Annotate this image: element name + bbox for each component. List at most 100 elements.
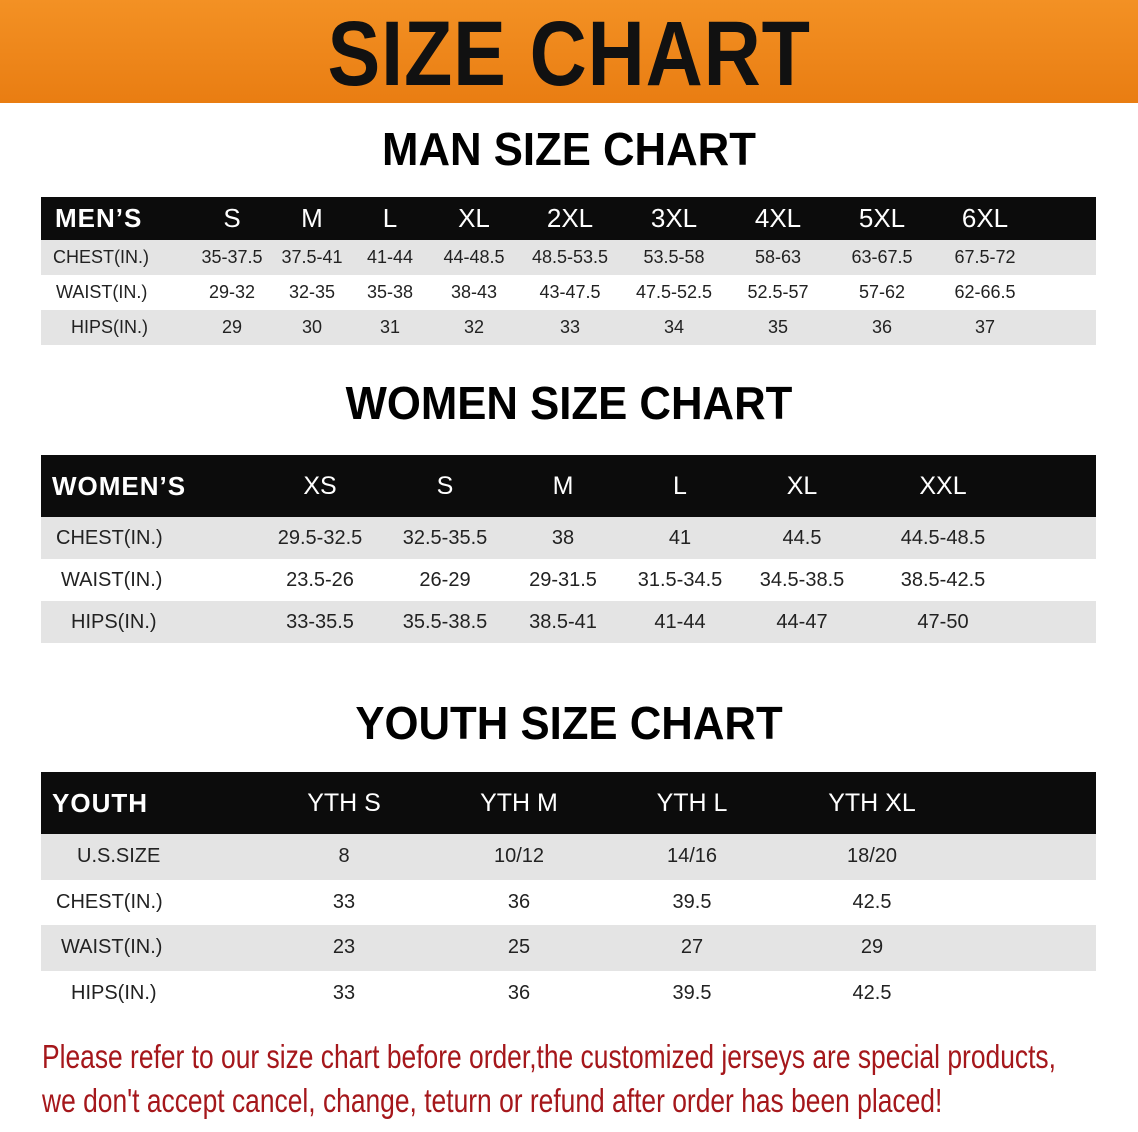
table-cell: 53.5-58	[643, 247, 705, 267]
table-cell: 27	[680, 936, 704, 959]
row-label-cell: CHEST(IN.)	[53, 247, 149, 267]
table-cell: 29	[860, 936, 884, 959]
table-row: WAIST(IN.) 23 25 27 29	[41, 925, 1096, 971]
table-cell: 58-63	[754, 247, 802, 267]
table-row: WAIST(IN.) 29-32 32-35 35-38 38-43 43-47.5 47.…	[41, 275, 1096, 310]
table-cell: 33-35.5	[286, 610, 354, 633]
table-cell: 25	[507, 936, 531, 959]
women-section-title: WOMEN SIZE CHART	[345, 377, 793, 429]
table-cell: 18/20	[846, 845, 898, 868]
table-cell: 38.5-41	[529, 610, 597, 633]
table-row: HIPS(IN.) 29 30 31 32 33 34 35 36 37	[41, 310, 1096, 345]
size-header-cell: YTH S	[307, 788, 381, 817]
table-cell: 47.5-52.5	[635, 282, 713, 302]
notice-line-2: we don't accept cancel, change, teturn o…	[42, 1082, 943, 1119]
table-cell: 35	[767, 317, 789, 337]
table-cell: 42.5	[852, 981, 892, 1004]
table-cell: 44.5	[782, 526, 822, 549]
table-cell: 41-44	[366, 247, 414, 267]
size-header-cell: 6XL	[961, 203, 1009, 233]
table-cell: 63-67.5	[851, 247, 913, 267]
table-cell: 36	[507, 981, 531, 1004]
table-cell: 33	[332, 981, 356, 1004]
table-cell: 37.5-41	[281, 247, 343, 267]
table-cell: 44.5-48.5	[900, 526, 986, 549]
table-cell: 52.5-57	[747, 282, 809, 302]
notice-line-1: Please refer to our size chart before or…	[42, 1038, 1056, 1075]
table-cell: 39.5	[672, 890, 712, 913]
size-header-cell: M	[552, 471, 574, 500]
table-cell: 38	[551, 526, 575, 549]
table-cell: 37	[974, 317, 996, 337]
row-label-cell: U.S.SIZE	[77, 845, 161, 868]
table-title-cell: MEN’S	[55, 203, 143, 233]
table-cell: 38-43	[450, 282, 498, 302]
table-cell: 23	[332, 936, 356, 959]
banner-title: SIZE CHART	[327, 3, 811, 105]
table-cell: 48.5-53.5	[531, 247, 609, 267]
size-header-cell: 2XL	[546, 203, 594, 233]
size-header-cell: XXL	[919, 471, 967, 500]
table-cell: 44-47	[776, 610, 828, 633]
youth-header-row: YOUTH YTH S YTH M YTH L YTH XL	[41, 772, 1096, 834]
table-cell: 36	[507, 890, 531, 913]
table-cell: 31	[379, 317, 401, 337]
table-cell: 34.5-38.5	[759, 568, 845, 591]
table-cell: 62-66.5	[954, 282, 1016, 302]
table-row: CHEST(IN.) 33 36 39.5 42.5	[41, 879, 1096, 925]
men-size-table: MEN’S S M L XL 2XL 3XL 4XL 5XL 6XL CHEST(IN.) 35-37…	[41, 197, 1096, 345]
table-cell: 29-31.5	[529, 568, 597, 591]
row-label-cell: WAIST(IN.)	[61, 568, 163, 591]
size-header-cell: M	[301, 203, 323, 233]
row-label-cell: HIPS(IN.)	[71, 317, 149, 337]
table-cell: 32.5-35.5	[402, 526, 488, 549]
size-header-cell: S	[436, 471, 454, 500]
youth-size-table: YOUTH YTH S YTH M YTH L YTH XL U.S.SIZE 8 10/12…	[41, 772, 1096, 1016]
size-header-cell: 5XL	[858, 203, 906, 233]
table-title-cell: YOUTH	[52, 787, 148, 818]
table-row: HIPS(IN.) 33 36 39.5 42.5	[41, 970, 1096, 1016]
table-cell: 23.5-26	[286, 568, 354, 591]
men-header-row: MEN’S S M L XL 2XL 3XL 4XL 5XL 6XL	[41, 197, 1096, 240]
size-header-cell: S	[223, 203, 241, 233]
table-cell: 8	[338, 845, 350, 868]
size-chart-banner: SIZE CHART	[0, 0, 1138, 105]
size-header-cell: L	[673, 471, 687, 500]
table-cell: 29-32	[208, 282, 256, 302]
women-size-table: WOMEN’S XS S M L XL XXL CHEST(IN.) 29.5-32.5 32.5…	[41, 455, 1096, 643]
table-title-cell: WOMEN’S	[52, 470, 187, 501]
size-header-cell: XL	[786, 471, 818, 500]
table-cell: 32	[463, 317, 485, 337]
table-cell: 57-62	[858, 282, 906, 302]
table-cell: 14/16	[666, 845, 718, 868]
table-cell: 43-47.5	[539, 282, 601, 302]
table-row: CHEST(IN.) 29.5-32.5 32.5-35.5 38 41 44.5 44.5…	[41, 517, 1096, 559]
table-row: CHEST(IN.) 35-37.5 37.5-41 41-44 44-48.5 48.5…	[41, 240, 1096, 275]
size-header-cell: XS	[303, 471, 337, 500]
youth-section-title: YOUTH SIZE CHART	[355, 697, 783, 749]
table-cell: 44-48.5	[443, 247, 505, 267]
size-header-cell: YTH M	[480, 788, 558, 817]
women-header-row: WOMEN’S XS S M L XL XXL	[41, 455, 1096, 517]
table-cell: 34	[663, 317, 685, 337]
row-label-cell: HIPS(IN.)	[71, 610, 157, 633]
table-cell: 35.5-38.5	[402, 610, 488, 633]
row-label-cell: WAIST(IN.)	[61, 936, 163, 959]
row-label-cell: WAIST(IN.)	[56, 282, 148, 302]
size-header-cell: XL	[458, 203, 490, 233]
row-label-cell: HIPS(IN.)	[71, 981, 157, 1004]
table-cell: 33	[332, 890, 356, 913]
table-cell: 42.5	[852, 890, 892, 913]
table-cell: 35-38	[366, 282, 414, 302]
size-header-cell: 3XL	[650, 203, 698, 233]
table-cell: 30	[301, 317, 323, 337]
table-row: WAIST(IN.) 23.5-26 26-29 29-31.5 31.5-34.5 34…	[41, 559, 1096, 601]
table-cell: 41	[668, 526, 692, 549]
table-cell: 29	[221, 317, 243, 337]
table-cell: 29.5-32.5	[277, 526, 363, 549]
table-cell: 31.5-34.5	[637, 568, 723, 591]
table-cell: 35-37.5	[201, 247, 263, 267]
row-label-cell: CHEST(IN.)	[56, 890, 163, 913]
size-header-cell: L	[382, 203, 398, 233]
table-cell: 32-35	[288, 282, 336, 302]
